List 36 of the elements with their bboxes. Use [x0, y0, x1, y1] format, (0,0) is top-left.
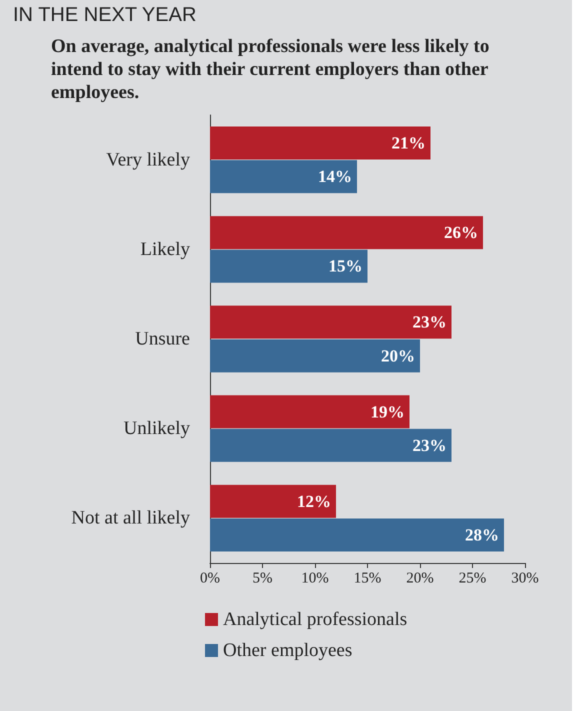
chart-subtitle: On average, analytical professionals were less likely to intend to stay with their current employers than other employees. — [51, 36, 494, 103]
legend-label: Analytical professionals — [223, 609, 408, 630]
data-label: 12% — [297, 492, 331, 511]
data-label: 23% — [412, 436, 446, 455]
data-label: 15% — [328, 256, 362, 276]
bar — [210, 339, 420, 372]
x-tick-label: 5% — [252, 570, 272, 586]
bar — [210, 428, 452, 462]
bar — [210, 395, 410, 428]
bar — [210, 250, 368, 283]
x-tick-label: 0% — [200, 570, 220, 586]
legend-label: Other employees — [223, 640, 352, 661]
y-tick-label: Unlikely — [124, 418, 190, 440]
x-tick-label: 10% — [301, 570, 329, 586]
bar — [210, 518, 504, 552]
x-tick-label: 30% — [511, 570, 539, 586]
x-tick-label: 15% — [354, 570, 382, 586]
y-tick-label: Unsure — [135, 328, 190, 350]
data-label: 26% — [444, 223, 478, 242]
x-tick-label: 25% — [458, 570, 486, 586]
data-label: 28% — [465, 526, 499, 545]
data-label: 23% — [412, 312, 446, 332]
bar — [210, 306, 452, 339]
bar — [210, 126, 430, 160]
data-label: 19% — [370, 402, 404, 422]
bar — [210, 216, 483, 250]
y-tick-label: Not at all likely — [71, 508, 190, 529]
bar — [210, 160, 357, 194]
data-label: 20% — [381, 346, 415, 366]
x-tick-label: 20% — [406, 570, 434, 586]
y-tick-label: Likely — [140, 238, 190, 260]
data-label: 14% — [318, 167, 352, 186]
chart-title: IN THE NEXT YEAR — [13, 4, 196, 26]
y-tick-label: Very likely — [106, 149, 190, 170]
bar — [210, 484, 336, 518]
data-label: 21% — [392, 133, 426, 152]
